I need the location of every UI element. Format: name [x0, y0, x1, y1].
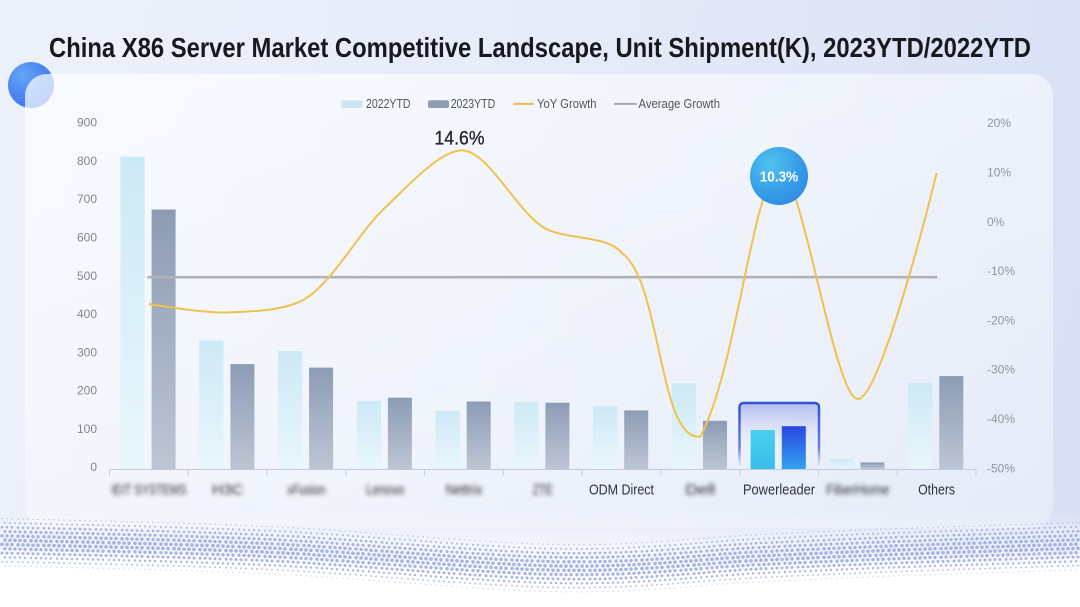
- svg-text:300: 300: [77, 345, 97, 359]
- svg-text:-10%: -10%: [987, 264, 1015, 278]
- svg-text:14.6%: 14.6%: [435, 128, 485, 150]
- svg-text:10.3%: 10.3%: [760, 170, 799, 186]
- svg-text:800: 800: [77, 154, 97, 168]
- svg-text:20%: 20%: [987, 116, 1011, 130]
- svg-text:-40%: -40%: [987, 412, 1015, 426]
- svg-text:2022YTD: 2022YTD: [366, 97, 411, 111]
- svg-text:2023YTD: 2023YTD: [451, 97, 496, 111]
- svg-text:100: 100: [77, 422, 97, 436]
- svg-text:xFusion: xFusion: [287, 482, 325, 498]
- svg-text:Dell: Dell: [685, 482, 715, 498]
- svg-text:IEIT SYSTEMS: IEIT SYSTEMS: [111, 482, 186, 498]
- svg-text:-30%: -30%: [987, 363, 1015, 377]
- svg-text:Lenovo: Lenovo: [366, 482, 404, 498]
- svg-text:ZTE: ZTE: [533, 482, 553, 498]
- svg-text:Average Growth: Average Growth: [639, 97, 721, 111]
- svg-text:500: 500: [77, 269, 97, 283]
- svg-text:Others: Others: [918, 482, 955, 498]
- svg-text:700: 700: [77, 192, 97, 206]
- svg-text:0: 0: [90, 460, 97, 474]
- svg-text:Powerleader: Powerleader: [743, 482, 815, 498]
- svg-text:Nettrix: Nettrix: [446, 482, 484, 498]
- svg-text:H3C: H3C: [212, 482, 243, 498]
- svg-text:YoY Growth: YoY Growth: [537, 97, 597, 111]
- svg-text:10%: 10%: [987, 166, 1011, 180]
- svg-text:900: 900: [77, 116, 97, 130]
- svg-text:ODM Direct: ODM Direct: [589, 482, 654, 498]
- svg-text:200: 200: [77, 384, 97, 398]
- svg-text:-20%: -20%: [987, 313, 1015, 327]
- svg-text:0%: 0%: [987, 215, 1005, 229]
- svg-text:-50%: -50%: [987, 461, 1015, 475]
- svg-text:600: 600: [77, 231, 97, 245]
- svg-text:FiberHome: FiberHome: [826, 482, 889, 498]
- svg-text:China X86 Server Market Compet: China X86 Server Market Competitive Land…: [49, 32, 1031, 63]
- svg-text:400: 400: [77, 307, 97, 321]
